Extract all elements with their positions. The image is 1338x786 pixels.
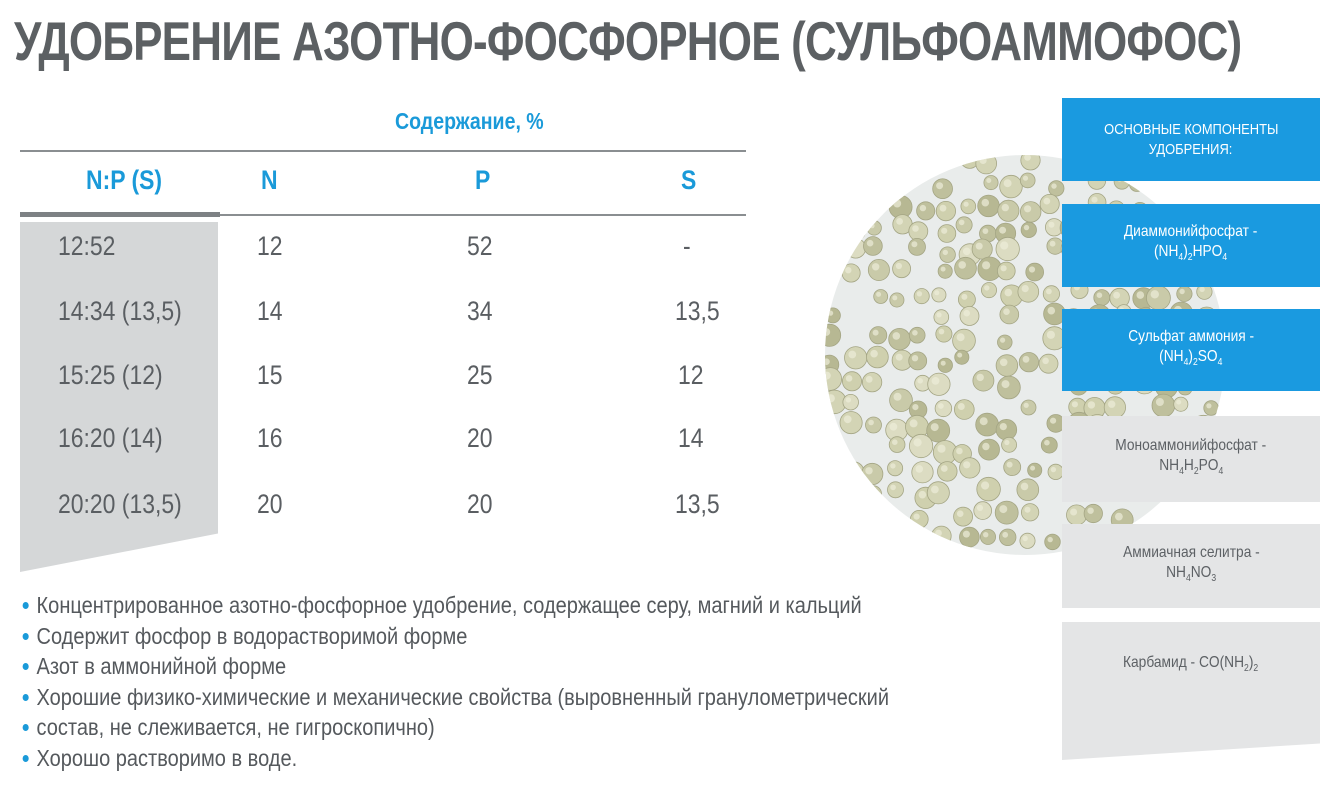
table-cell: 12	[257, 231, 283, 261]
content-header: Содержание, %	[395, 108, 544, 134]
component-name: Моноаммонийфосфат -	[1115, 436, 1267, 454]
table-cell: 15	[257, 360, 283, 390]
component-name: Сульфат аммония -	[1128, 327, 1254, 345]
col-header-npk: N:P (S)	[86, 165, 163, 195]
table-cell: 20	[467, 423, 493, 453]
component-name: Аммиачная селитра -	[1122, 543, 1260, 561]
list-item-continuation: состав, не слеживается, не гигроскопично…	[20, 712, 994, 743]
component-formula: NH4H2PO4	[1158, 456, 1224, 478]
table-top-line	[20, 150, 746, 152]
list-item: Содержит фосфор в водорастворимой форме	[20, 621, 994, 652]
list-item: Хорошо растворимо в воде.	[20, 743, 994, 774]
table-cell: 52	[467, 231, 493, 261]
component-name: Карбамид -	[1123, 653, 1196, 671]
component-name: Диаммонийфосфат -	[1124, 223, 1258, 241]
table-cell: 16:20 (14)	[58, 423, 163, 453]
table-cell: 12:52	[58, 231, 116, 261]
feature-list: Концентрированное азотно-фосфорное удобр…	[20, 590, 980, 773]
table-cell: -	[683, 231, 691, 261]
col-header-p: P	[475, 165, 491, 195]
component-ammonium-nitrate: Аммиачная селитра - NH4NO3	[1062, 524, 1320, 608]
page-title: УДОБРЕНИЕ АЗОТНО-ФОСФОРНОЕ (СУЛЬФОАММОФО…	[14, 10, 1242, 72]
table-cell: 12	[678, 360, 704, 390]
table-cell: 14:34 (13,5)	[58, 296, 182, 326]
component-formula: (NH4)2SO4	[1159, 347, 1223, 369]
first-column-header-line	[20, 212, 220, 217]
component-formula: (NH4)2HPO4	[1154, 243, 1228, 264]
table-cell: 16	[257, 423, 283, 453]
table-cell: 14	[678, 423, 704, 453]
table-cell: 25	[467, 360, 493, 390]
component-map: Моноаммонийфосфат - NH4H2PO4	[1062, 416, 1320, 502]
component-urea: Карбамид - CO(NH2)2	[1062, 622, 1320, 760]
list-item: Хорошие физико-химические и механические…	[20, 682, 994, 713]
col-header-n: N	[261, 165, 278, 195]
component-dap: Диаммонийфосфат - (NH4)2HPO4	[1062, 204, 1320, 287]
components-header-line1: ОСНОВНЫЕ КОМПОНЕНТЫ	[1103, 120, 1279, 138]
table-cell: 34	[467, 296, 493, 326]
components-header-line2: УДОБРЕНИЯ:	[1149, 140, 1233, 158]
table-cell: 14	[257, 296, 283, 326]
list-item: Концентрированное азотно-фосфорное удобр…	[20, 590, 994, 621]
col-header-s: S	[681, 165, 697, 195]
component-formula: Карбамид - CO(NH2)2	[1123, 653, 1259, 675]
component-ammonium-sulfate: Сульфат аммония - (NH4)2SO4	[1062, 309, 1320, 391]
table-cell: 13,5	[675, 296, 720, 326]
table-cell: 20:20 (13,5)	[58, 489, 182, 519]
table-cell: 20	[467, 489, 493, 519]
table-cell: 20	[257, 489, 283, 519]
table-cell: 15:25 (12)	[58, 360, 163, 390]
first-column-shade	[20, 222, 218, 572]
component-formula: NH4NO3	[1165, 563, 1217, 585]
table-cell: 13,5	[675, 489, 720, 519]
components-header: ОСНОВНЫЕ КОМПОНЕНТЫ УДОБРЕНИЯ:	[1062, 98, 1320, 181]
list-item: Азот в аммонийной форме	[20, 651, 994, 682]
table-header-line	[220, 214, 746, 216]
